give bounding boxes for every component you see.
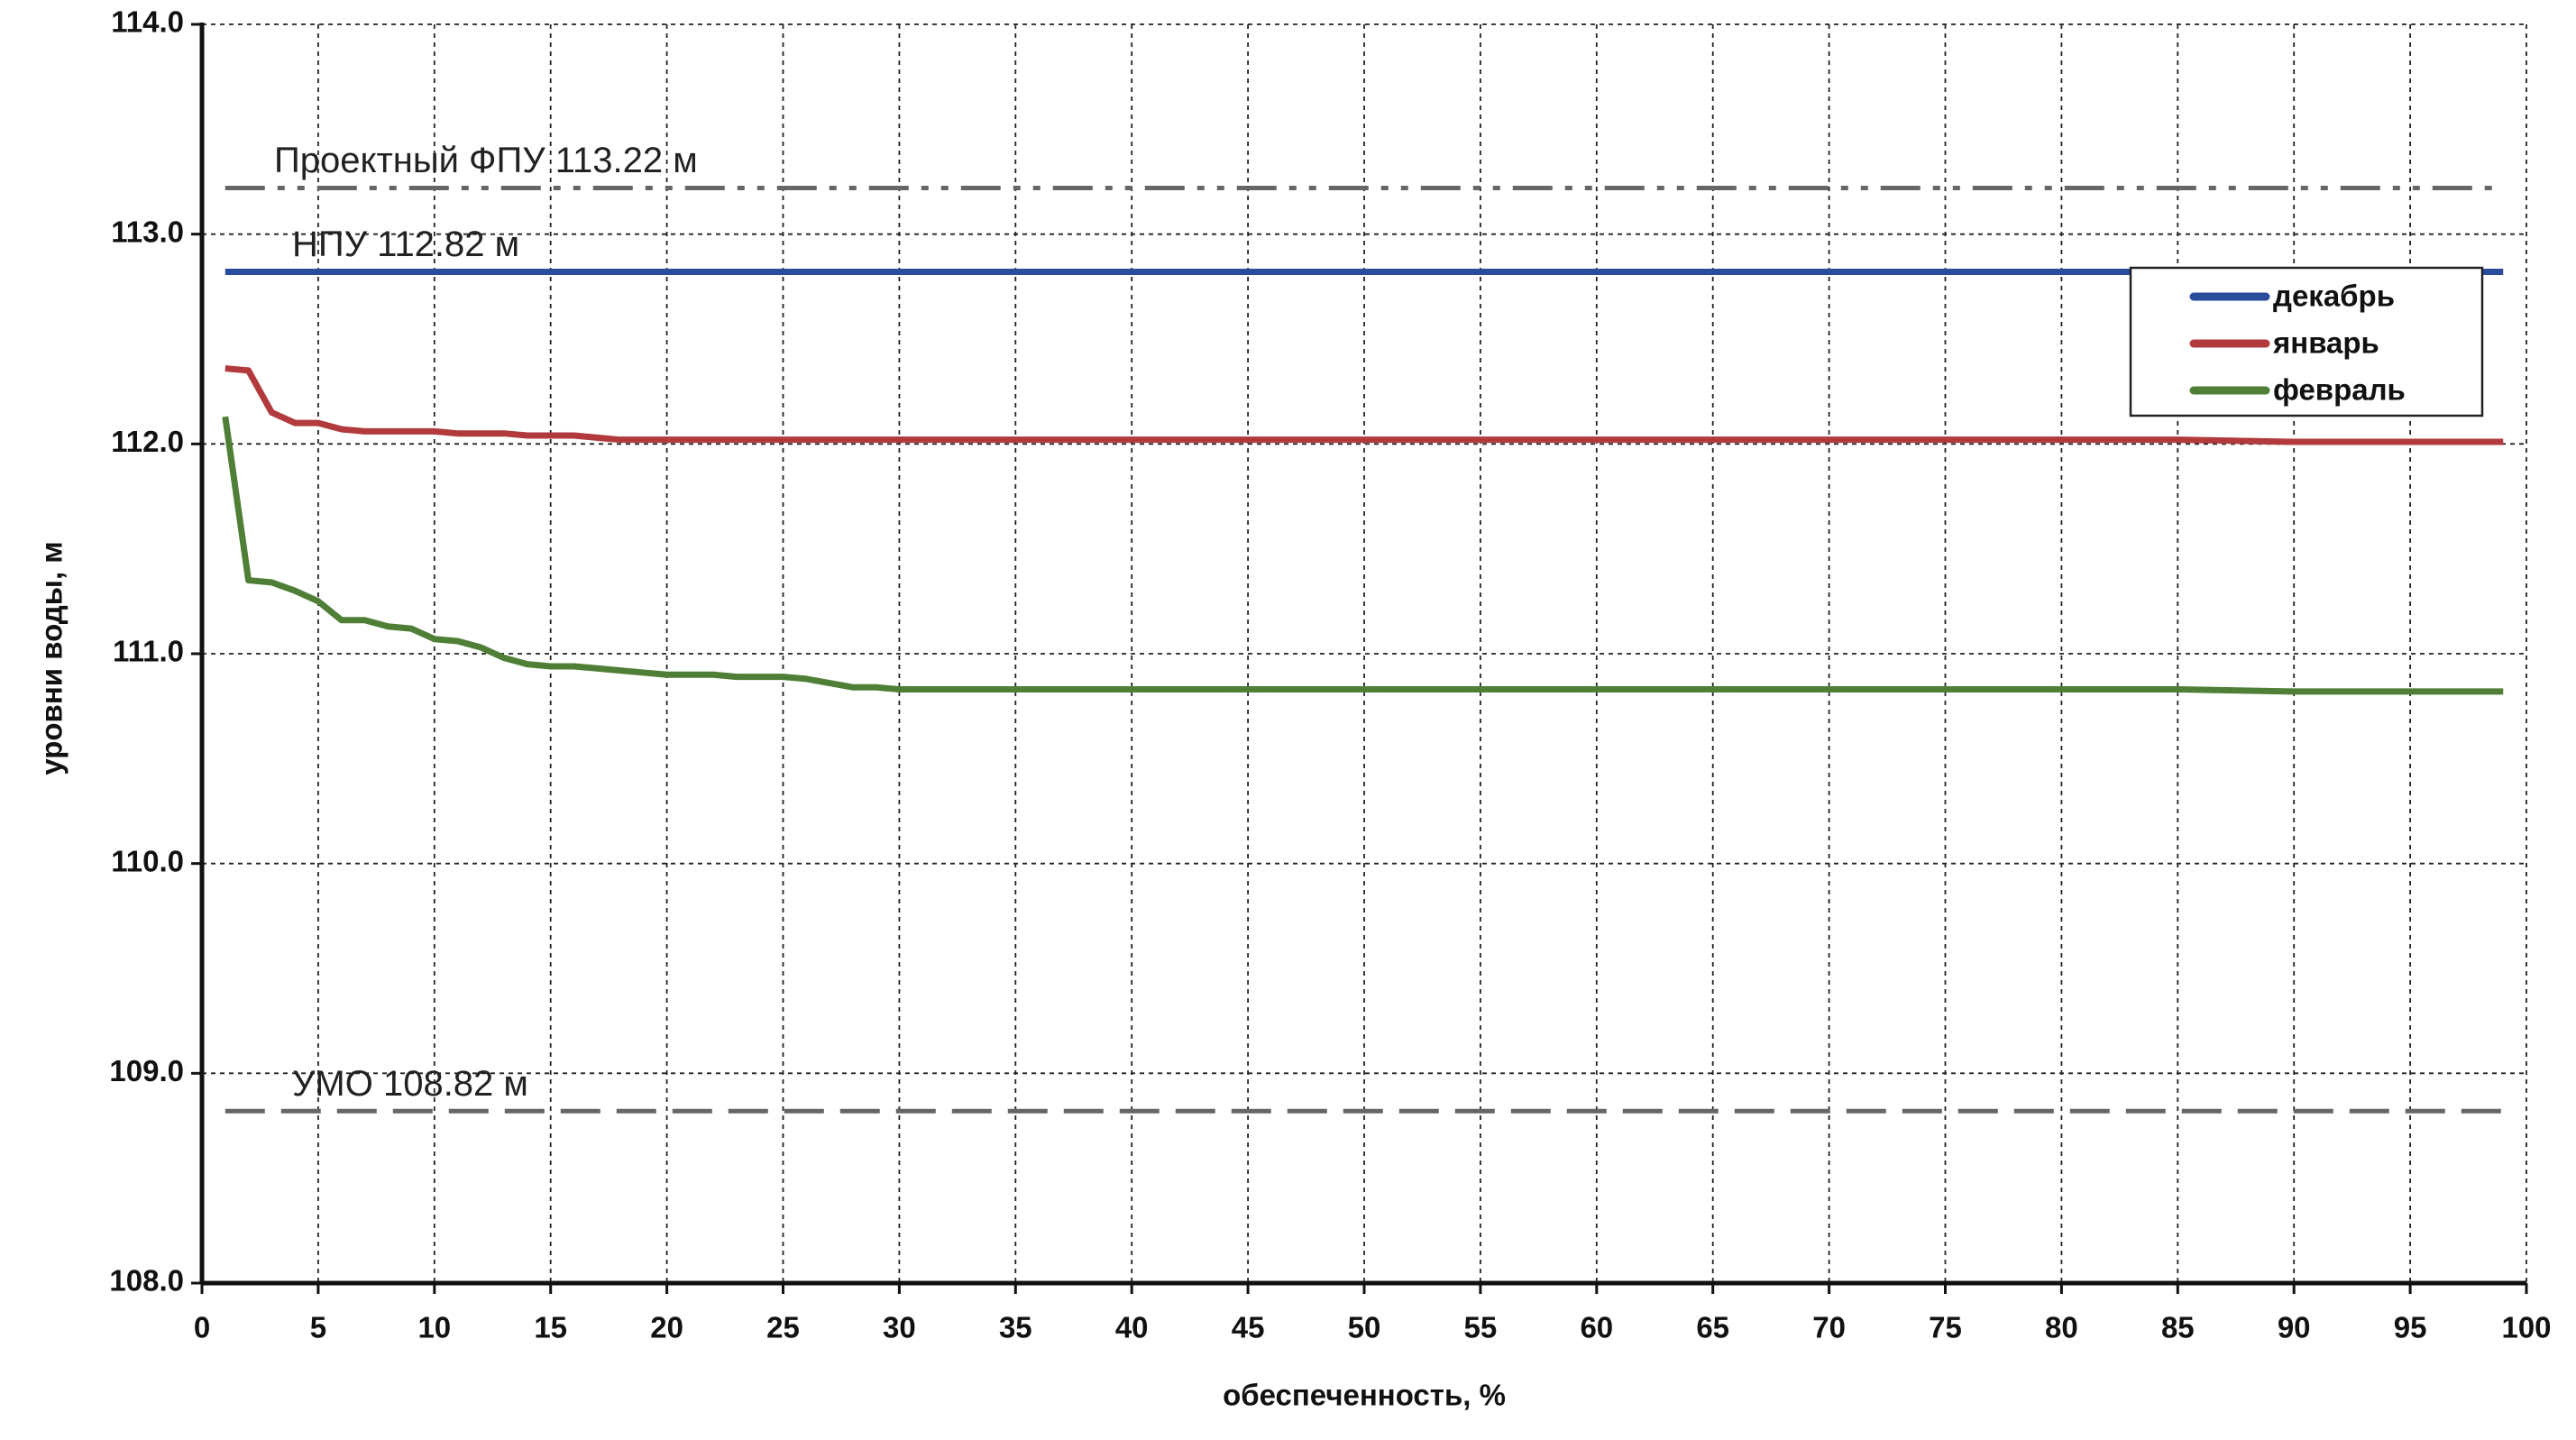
x-tick-label: 45 bbox=[1232, 1311, 1265, 1344]
series-line bbox=[222, 416, 2504, 695]
x-tick-label: 60 bbox=[1580, 1311, 1613, 1344]
y-tick-label: 111.0 bbox=[113, 635, 184, 668]
legend-label: февраль bbox=[2273, 373, 2406, 407]
series-line bbox=[225, 365, 2504, 445]
x-tick-label: 20 bbox=[650, 1311, 683, 1344]
y-tick-label: 113.0 bbox=[111, 215, 184, 248]
x-tick-label: 40 bbox=[1115, 1311, 1149, 1344]
x-axis-title: обеспеченность, % bbox=[1223, 1379, 1506, 1412]
x-tick-label: 85 bbox=[2161, 1311, 2195, 1344]
x-tick-label: 30 bbox=[883, 1311, 916, 1344]
y-axis-title: уровни воды, м bbox=[35, 541, 69, 775]
x-tick-label: 70 bbox=[1812, 1311, 1846, 1344]
reference-label: НПУ 112.82 м bbox=[292, 225, 519, 264]
x-tick-label: 75 bbox=[1929, 1311, 1962, 1344]
legend-label: декабрь bbox=[2273, 280, 2395, 313]
y-tick-label: 109.0 bbox=[109, 1054, 184, 1087]
reference-label: УМО 108.82 м bbox=[292, 1064, 528, 1104]
x-tick-label: 5 bbox=[310, 1311, 326, 1344]
reference-label: Проектный ФПУ 113.22 м bbox=[274, 141, 698, 180]
x-tick-label: 100 bbox=[2501, 1311, 2551, 1344]
y-tick-label: 110.0 bbox=[111, 844, 184, 877]
x-tick-label: 15 bbox=[534, 1311, 567, 1344]
x-tick-label: 80 bbox=[2045, 1311, 2078, 1344]
x-tick-label: 65 bbox=[1696, 1311, 1729, 1344]
x-tick-label: 95 bbox=[2394, 1311, 2427, 1344]
x-tick-label: 10 bbox=[417, 1311, 451, 1344]
x-tick-label: 35 bbox=[999, 1311, 1032, 1344]
x-tick-label: 90 bbox=[2278, 1311, 2311, 1344]
x-tick-label: 0 bbox=[194, 1311, 210, 1344]
x-tick-label: 55 bbox=[1464, 1311, 1498, 1344]
y-tick-label: 112.0 bbox=[111, 425, 184, 458]
x-tick-label: 25 bbox=[766, 1311, 800, 1344]
x-tick-label: 50 bbox=[1348, 1311, 1381, 1344]
y-tick-label: 114.0 bbox=[111, 5, 184, 39]
y-tick-label: 108.0 bbox=[109, 1264, 184, 1298]
legend-label: январь bbox=[2272, 326, 2379, 360]
legend-box bbox=[2129, 266, 2484, 417]
